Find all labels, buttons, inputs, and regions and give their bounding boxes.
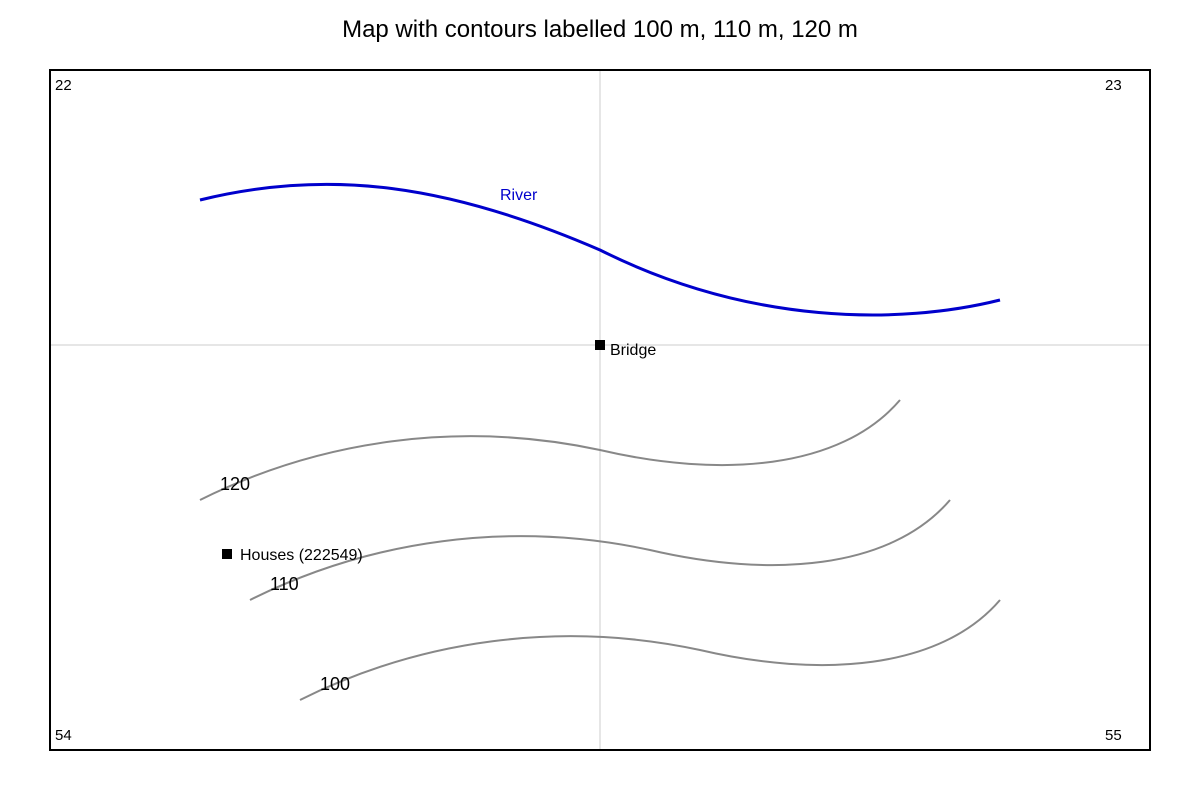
bridge-label: Bridge bbox=[610, 342, 656, 359]
houses-marker-icon bbox=[222, 549, 232, 559]
contour-label-110: 110 bbox=[270, 574, 299, 594]
map-title: Map with contours labelled 100 m, 110 m,… bbox=[342, 16, 858, 43]
corner-label-bottom-right: 55 bbox=[1105, 727, 1122, 744]
contour-label-100: 100 bbox=[320, 674, 350, 694]
contour-label-120: 120 bbox=[220, 474, 250, 494]
corner-label-bottom-left: 54 bbox=[55, 727, 72, 744]
river-label: River bbox=[500, 187, 538, 204]
contour-line-100 bbox=[299, 599, 1001, 701]
river-line bbox=[199, 182, 1001, 317]
bridge-marker-icon bbox=[595, 340, 605, 350]
contour-line-110 bbox=[249, 499, 951, 601]
map-frame bbox=[49, 69, 1151, 751]
houses-label: Houses (222549) bbox=[240, 547, 363, 564]
contour-line-120 bbox=[199, 399, 901, 501]
corner-label-top-right: 23 bbox=[1105, 77, 1122, 94]
corner-label-top-left: 22 bbox=[55, 77, 72, 94]
